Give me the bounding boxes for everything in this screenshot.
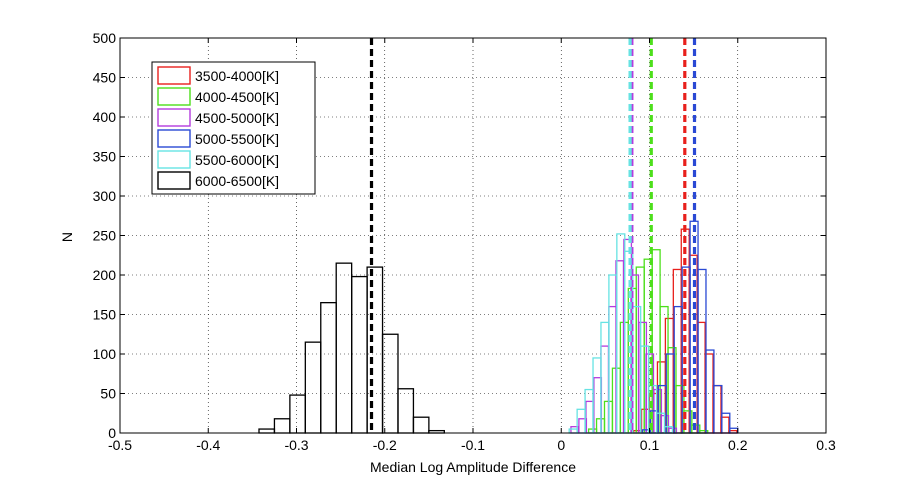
x-tick-label: 0 — [557, 437, 565, 453]
legend-label: 3500-4000[K] — [195, 68, 279, 84]
legend-label: 5500-6000[K] — [195, 152, 279, 168]
histogram-bars — [258, 220, 739, 434]
x-tick-label: 0.1 — [640, 437, 660, 453]
axis-ticks — [119, 37, 827, 434]
y-tick-label: 100 — [93, 346, 117, 362]
x-tick-label: -0.2 — [373, 437, 397, 453]
legend-swatch — [157, 150, 191, 169]
legend-swatch — [157, 108, 191, 127]
y-tick-label: 200 — [93, 267, 117, 283]
y-tick-label: 450 — [93, 70, 117, 86]
y-axis-title: N — [59, 232, 75, 242]
y-tick-label: 250 — [93, 228, 117, 244]
y-tick-label: 350 — [93, 149, 117, 165]
y-tick-label: 300 — [93, 188, 117, 204]
legend-swatch — [157, 171, 191, 190]
y-tick-label: 50 — [100, 386, 116, 402]
legend-label: 6000-6500[K] — [195, 173, 279, 189]
x-tick-label: -0.5 — [108, 437, 132, 453]
x-tick-label: 0.3 — [816, 437, 836, 453]
y-tick-label: 0 — [108, 425, 116, 441]
y-tick-label: 150 — [93, 307, 117, 323]
y-tick-label: 400 — [93, 109, 117, 125]
x-tick-labels: -0.5 -0.4 -0.3 -0.2 -0.1 0 0.1 0.2 0.3 — [108, 437, 836, 453]
x-axis-title: Median Log Amplitude Difference — [370, 459, 576, 475]
legend-label: 4500-5000[K] — [195, 110, 279, 126]
y-tick-label: 500 — [93, 30, 117, 46]
legend-swatch — [157, 129, 191, 148]
x-tick-label: 0.2 — [728, 437, 748, 453]
legend-swatch — [157, 87, 191, 106]
x-tick-label: -0.3 — [284, 437, 308, 453]
legend-label: 4000-4500[K] — [195, 89, 279, 105]
x-tick-label: -0.1 — [461, 437, 485, 453]
legend: 3500-4000[K] 4000-4500[K] 4500-5000[K] 5000… — [151, 61, 316, 195]
x-tick-label: -0.4 — [196, 437, 220, 453]
y-tick-labels: 0 50 100 150 200 250 300 350 400 450 500 — [93, 30, 117, 441]
legend-swatch — [157, 66, 191, 85]
legend-label: 5000-5500[K] — [195, 131, 279, 147]
